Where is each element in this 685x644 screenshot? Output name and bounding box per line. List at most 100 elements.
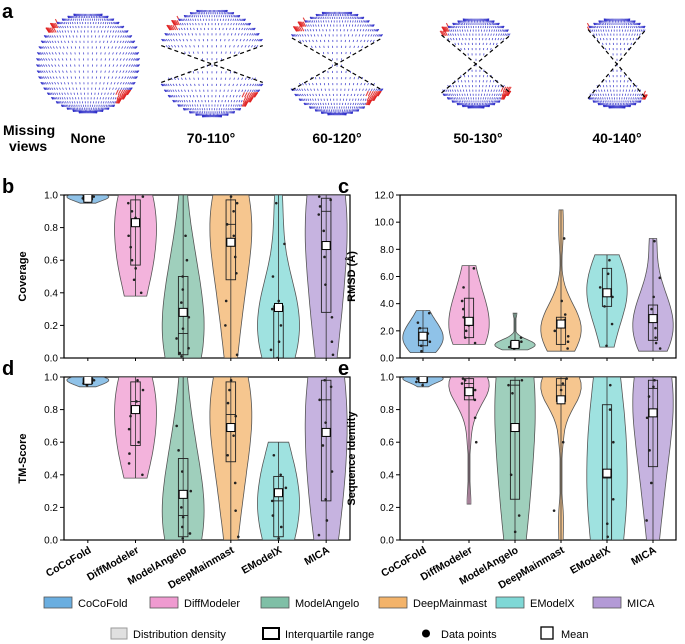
sphere-stroke bbox=[457, 102, 460, 106]
sphere-stroke bbox=[194, 99, 197, 103]
sphere-stroke bbox=[296, 26, 301, 32]
sphere-stroke bbox=[107, 104, 109, 107]
sphere-stroke bbox=[107, 25, 110, 29]
sphere-stroke bbox=[116, 58, 118, 61]
sphere-stroke bbox=[633, 102, 635, 106]
sphere-stroke bbox=[500, 93, 502, 96]
data-point-CoCoFold-2p6 bbox=[416, 321, 420, 324]
sphere-stroke bbox=[180, 89, 183, 92]
sphere-stroke bbox=[180, 27, 183, 31]
sphere-stroke bbox=[379, 34, 382, 37]
sphere-stroke bbox=[51, 82, 54, 85]
mean-marker-CoCoFold bbox=[418, 331, 428, 341]
data-point-EModelX-0p35 bbox=[277, 299, 281, 303]
sphere-stroke bbox=[51, 27, 55, 33]
sphere-stroke bbox=[184, 89, 186, 92]
sphere-stroke bbox=[317, 109, 320, 112]
sphere-stroke bbox=[125, 70, 128, 73]
sphere-stroke bbox=[167, 94, 170, 98]
sphere-stroke bbox=[67, 82, 70, 85]
sphere-stroke bbox=[460, 102, 462, 106]
sphere-stroke bbox=[244, 77, 247, 80]
sphere-stroke bbox=[459, 93, 461, 96]
sphere-stroke bbox=[360, 39, 362, 43]
sphere-stroke bbox=[489, 42, 491, 46]
sphere-stroke bbox=[317, 98, 319, 101]
sphere-stroke bbox=[37, 70, 40, 73]
sphere-stroke bbox=[167, 24, 172, 31]
sphere-stroke bbox=[52, 92, 55, 95]
sphere-stroke bbox=[194, 111, 196, 114]
sphere-stroke bbox=[234, 108, 236, 111]
sphere-stroke bbox=[37, 52, 40, 55]
data-point-DeepMainmast-0p92 bbox=[228, 388, 231, 392]
data-point-ModelAngelo-0p55 bbox=[177, 449, 180, 452]
sphere-stroke bbox=[634, 100, 636, 103]
sphere-stroke bbox=[194, 83, 196, 87]
data-point-ModelAngelo-0p12 bbox=[175, 337, 178, 340]
sphere-stroke bbox=[72, 104, 74, 107]
sphere-stroke bbox=[176, 20, 181, 26]
sphere-stroke bbox=[320, 88, 323, 91]
sphere-stroke bbox=[292, 34, 295, 37]
sphere-stroke bbox=[175, 83, 178, 87]
sphere-stroke bbox=[164, 33, 167, 36]
data-point-ModelAngelo-0p06 bbox=[187, 346, 190, 350]
sphere-stroke bbox=[492, 42, 495, 46]
sphere-stroke bbox=[190, 18, 192, 21]
sphere-stroke bbox=[371, 28, 374, 32]
sphere-stroke bbox=[195, 111, 197, 114]
sphere-stroke bbox=[636, 29, 639, 32]
sphere-stroke bbox=[246, 27, 248, 31]
sphere-stroke bbox=[450, 97, 453, 100]
violin-DiffModeler bbox=[114, 195, 157, 297]
sphere-stroke bbox=[318, 93, 321, 97]
mean-marker-DiffModeler bbox=[131, 405, 140, 415]
sphere-stroke bbox=[238, 104, 241, 107]
sphere-stroke bbox=[299, 39, 302, 43]
sphere-stroke bbox=[136, 52, 139, 55]
sphere-stroke bbox=[120, 25, 123, 29]
sphere-stroke bbox=[242, 22, 245, 26]
sphere-stroke bbox=[319, 76, 321, 80]
sphere-stroke bbox=[53, 87, 56, 90]
sphere-stroke bbox=[632, 37, 635, 41]
sphere-stroke bbox=[502, 86, 507, 92]
sphere-stroke bbox=[236, 38, 238, 42]
data-point-ModelAngelo-0p95 bbox=[507, 383, 510, 387]
sphere-stroke bbox=[229, 111, 231, 114]
sphere-stroke bbox=[243, 18, 245, 22]
sphere-stroke bbox=[310, 16, 312, 20]
sphere-stroke bbox=[109, 18, 111, 21]
sphere-stroke bbox=[173, 94, 176, 98]
sphere-stroke bbox=[635, 22, 637, 26]
sphere-stroke bbox=[183, 108, 185, 111]
sphere-stroke bbox=[357, 45, 360, 49]
sphere-stroke bbox=[184, 108, 187, 111]
sphere-stroke bbox=[447, 89, 450, 92]
data-point-EModelX-4p5 bbox=[611, 295, 614, 299]
sphere-stroke bbox=[133, 76, 137, 79]
sphere-stroke bbox=[172, 99, 175, 103]
sphere-stroke bbox=[351, 109, 353, 112]
sphere-stroke bbox=[633, 100, 635, 103]
sphere-stroke bbox=[636, 22, 638, 26]
sphere-stroke bbox=[49, 27, 54, 33]
data-point-ModelAngelo-0p75 bbox=[184, 234, 187, 238]
sphere-stroke bbox=[493, 102, 496, 106]
sphere-stroke bbox=[178, 18, 181, 22]
sphere-stroke bbox=[639, 100, 642, 103]
sphere-stroke bbox=[369, 39, 372, 43]
sphere-stroke bbox=[232, 108, 235, 111]
data-point-ModelAngelo-0p3 bbox=[189, 489, 193, 493]
sphere-stroke bbox=[61, 30, 64, 33]
sphere-stroke bbox=[460, 74, 462, 78]
sphere-stroke bbox=[311, 106, 314, 109]
sphere-stroke bbox=[41, 81, 44, 85]
sphere-stroke bbox=[54, 97, 57, 100]
sphere-stroke bbox=[461, 42, 463, 46]
sphere-stroke bbox=[446, 93, 449, 97]
sphere-stroke bbox=[130, 70, 133, 73]
sphere-stroke bbox=[257, 38, 260, 42]
sphere-stroke bbox=[360, 106, 363, 109]
